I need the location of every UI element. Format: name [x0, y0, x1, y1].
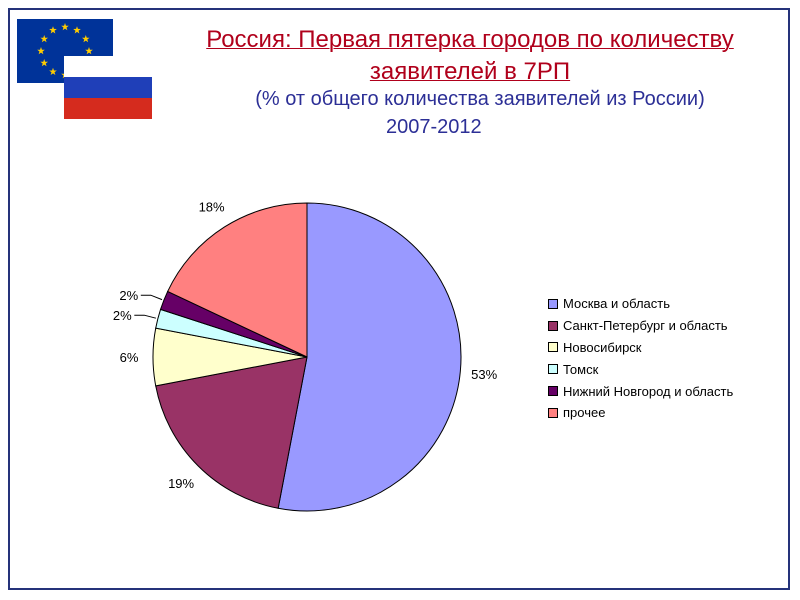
- legend-label: Нижний Новгород и область: [563, 383, 734, 399]
- legend-swatch: [548, 407, 558, 418]
- flags: [17, 19, 152, 119]
- legend-swatch: [548, 386, 558, 397]
- page-title-continued: заявителей в 7РП: [369, 58, 571, 85]
- leader-line: [140, 294, 163, 301]
- legend-item: прочее: [548, 402, 733, 424]
- page-title: Россия: Первая пятерка городов по количе…: [206, 26, 734, 53]
- legend-label: прочее: [563, 405, 606, 421]
- slide-frame: [8, 8, 790, 590]
- legend-label: Санкт-Петербург и область: [563, 318, 728, 334]
- eu-star-icon: [40, 35, 49, 43]
- eu-star-icon: [61, 23, 69, 31]
- eu-star-icon: [37, 47, 45, 55]
- page-subtitle: (% от общего количества заявителей из Ро…: [255, 88, 705, 110]
- data-label: 2%: [119, 288, 138, 303]
- eu-star-icon: [73, 26, 81, 34]
- pie-slice: [277, 202, 462, 512]
- period-label: 2007-2012: [386, 116, 482, 138]
- legend-swatch: [548, 364, 558, 375]
- eu-star-icon: [81, 35, 90, 43]
- chart-legend: Москва и область Санкт-Петербург и област…: [548, 293, 733, 424]
- data-label: 53%: [471, 367, 497, 382]
- legend-item: Томск: [548, 358, 733, 380]
- pie-slice: [166, 202, 308, 358]
- legend-item: Новосибирск: [548, 337, 733, 359]
- data-label: 18%: [199, 200, 225, 215]
- eu-star-icon: [49, 67, 57, 76]
- russia-flag-icon: [64, 56, 152, 119]
- pie-slice: [155, 356, 308, 509]
- data-label: 6%: [120, 350, 139, 365]
- legend-swatch: [548, 298, 558, 309]
- eu-star-icon: [40, 59, 49, 67]
- legend-swatch: [548, 342, 558, 353]
- legend-item: Нижний Новгород и область: [548, 380, 733, 402]
- legend-item: Москва и область: [548, 293, 733, 315]
- data-label: 2%: [113, 308, 132, 323]
- leader-line: [134, 314, 157, 319]
- legend-swatch: [548, 320, 558, 331]
- legend-item: Санкт-Петербург и область: [548, 315, 733, 337]
- eu-star-icon: [85, 47, 93, 55]
- legend-label: Новосибирск: [563, 339, 642, 355]
- data-label: 19%: [168, 476, 194, 491]
- legend-label: Томск: [563, 361, 599, 377]
- legend-label: Москва и область: [563, 296, 671, 312]
- eu-star-icon: [49, 26, 57, 34]
